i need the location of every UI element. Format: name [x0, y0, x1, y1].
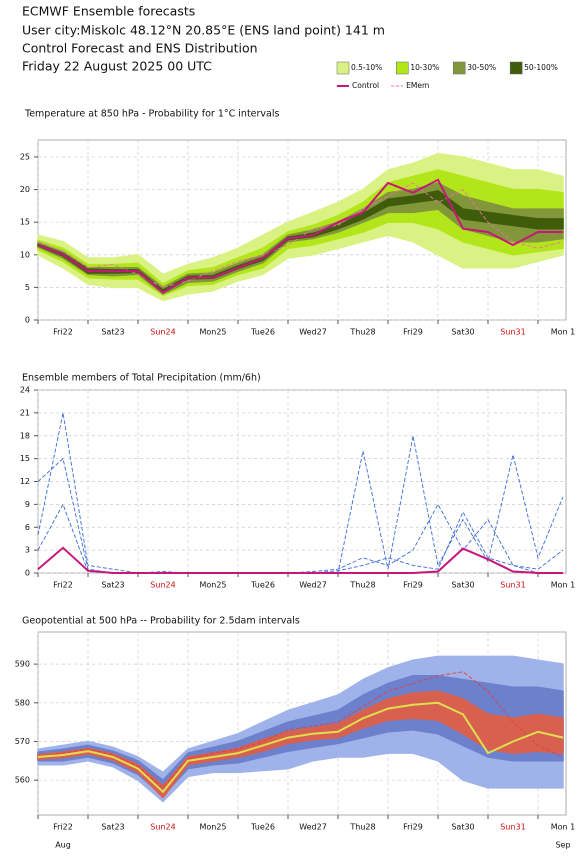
y-tick-label: 6 — [25, 523, 30, 532]
y-tick-label: 560 — [15, 776, 30, 785]
x-tick-label: Mon 1 — [551, 581, 576, 590]
x-tick-label: Thu28 — [349, 328, 375, 337]
y-tick-label: 12 — [20, 477, 30, 486]
x-tick-label: Mon 1 — [551, 823, 576, 832]
x-tick-label: Wed27 — [299, 581, 327, 590]
x-tick-label: Sat23 — [101, 823, 124, 832]
x-tick-label: Sun24 — [150, 581, 175, 590]
control-line — [37, 178, 563, 294]
x-tick-label: Sat30 — [451, 581, 474, 590]
y-tick-label: 15 — [20, 218, 30, 227]
legend-label: EMem — [406, 81, 429, 90]
x-sub-label: Aug — [55, 841, 71, 850]
x-tick-label: Sat23 — [101, 328, 124, 337]
x-sub-label: Sep — [555, 841, 570, 850]
legend-label: 10-30% — [410, 63, 439, 72]
y-tick-label: 10 — [20, 250, 30, 259]
control-line — [37, 546, 563, 574]
x-tick-label: Sun31 — [500, 823, 525, 832]
y-tick-label: 24 — [20, 386, 30, 395]
x-tick-label: Mon25 — [199, 823, 226, 832]
x-tick-label: Sat30 — [451, 823, 474, 832]
legend-label: 30-50% — [467, 63, 496, 72]
legend-label: Control — [352, 81, 379, 90]
x-tick-label: Mon25 — [199, 581, 226, 590]
x-tick-label: Fri29 — [403, 328, 423, 337]
y-tick-label: 25 — [20, 152, 30, 161]
x-tick-label: Mon 1 — [551, 328, 576, 337]
legend-label: 0.5-10% — [351, 63, 382, 72]
panel-title: Temperature at 850 hPa - Probability for… — [24, 109, 280, 120]
x-tick-label: Sun31 — [500, 328, 525, 337]
legend-swatch — [452, 61, 466, 75]
ensemble-member-line — [37, 671, 564, 789]
y-tick-label: 15 — [20, 454, 30, 463]
legend-swatch — [396, 61, 409, 75]
header-line: User city:Miskolc 48.12°N 20.85°E (ENS l… — [22, 23, 385, 38]
legend-swatch — [336, 61, 350, 75]
x-tick-label: Sun24 — [150, 823, 175, 832]
x-tick-label: Sat30 — [451, 328, 474, 337]
y-tick-label: 5 — [25, 283, 30, 292]
y-tick-label: 570 — [15, 737, 30, 746]
x-tick-label: Fri22 — [53, 823, 73, 832]
y-tick-label: 3 — [25, 546, 30, 555]
x-tick-label: Fri29 — [403, 581, 423, 590]
x-tick-label: Sat23 — [101, 581, 124, 590]
panel-title: Geopotential at 500 hPa -- Probability f… — [22, 616, 300, 627]
legend-swatch — [509, 61, 523, 75]
x-tick-label: Wed27 — [299, 823, 327, 832]
legend-label: 50-100% — [524, 63, 558, 72]
y-tick-label: 0 — [25, 316, 30, 325]
panel-title: Ensemble members of Total Precipitation … — [22, 373, 261, 384]
header-line: Control Forecast and ENS Distribution — [22, 41, 258, 56]
x-tick-label: Thu28 — [349, 823, 375, 832]
x-tick-label: Sun24 — [150, 328, 175, 337]
header-line: ECMWF Ensemble forecasts — [22, 4, 195, 19]
x-tick-label: Fri22 — [53, 581, 73, 590]
probability-band — [37, 190, 564, 294]
x-tick-label: Fri29 — [403, 823, 423, 832]
x-tick-label: Fri22 — [53, 328, 73, 337]
header-line: Friday 22 August 2025 00 UTC — [22, 59, 212, 74]
y-tick-label: 580 — [15, 698, 30, 707]
probability-band — [37, 690, 564, 799]
x-tick-label: Thu28 — [349, 581, 375, 590]
x-tick-label: Tue26 — [250, 823, 275, 832]
y-tick-label: 21 — [20, 408, 30, 417]
x-tick-label: Tue26 — [250, 581, 275, 590]
x-tick-label: Sun31 — [500, 581, 525, 590]
x-tick-label: Mon25 — [199, 328, 226, 337]
y-tick-label: 590 — [15, 660, 30, 669]
control-line — [37, 701, 564, 794]
y-tick-label: 20 — [20, 185, 30, 194]
y-tick-label: 0 — [25, 569, 30, 578]
x-tick-label: Wed27 — [299, 328, 327, 337]
y-tick-label: 18 — [20, 431, 30, 440]
x-tick-label: Tue26 — [250, 328, 275, 337]
y-tick-label: 9 — [25, 500, 30, 509]
